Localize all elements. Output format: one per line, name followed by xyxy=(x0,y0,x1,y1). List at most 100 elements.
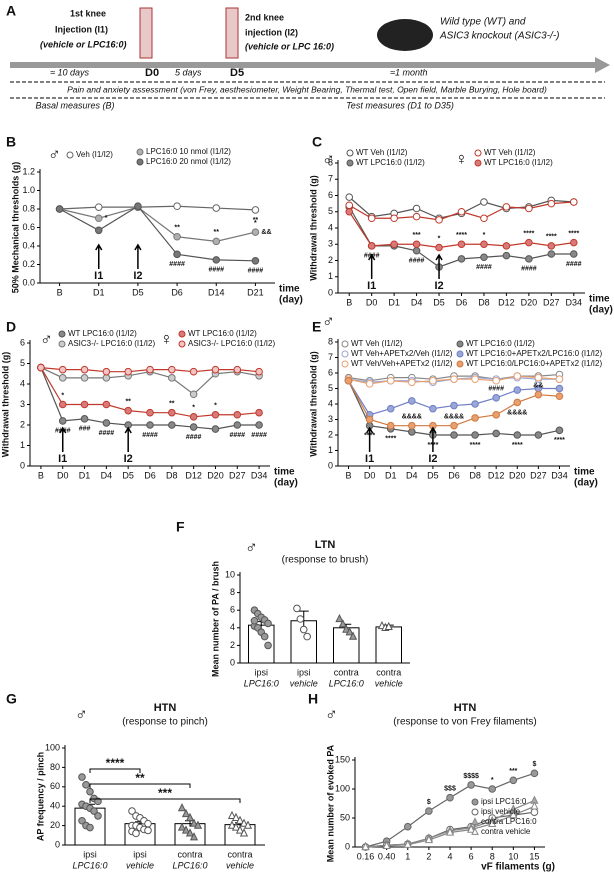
legend-label: WT Veh (I1/I2) xyxy=(356,148,408,157)
data-point xyxy=(569,198,578,206)
data-point xyxy=(513,398,522,407)
significance: * xyxy=(214,403,217,410)
data-point xyxy=(212,256,221,264)
data-point xyxy=(144,819,152,828)
series-line xyxy=(59,206,256,242)
data-point xyxy=(293,604,301,613)
data-point xyxy=(435,216,443,224)
injection-arrow xyxy=(95,243,103,269)
x-axis-label: (day) xyxy=(274,478,298,489)
data-point xyxy=(382,840,391,849)
data-point xyxy=(235,815,245,824)
injection-label: I2 xyxy=(124,453,133,465)
significance: #### xyxy=(476,264,492,271)
x-tick-label: D4 xyxy=(411,297,423,307)
data-point xyxy=(513,431,522,439)
data-point xyxy=(251,206,260,214)
significance: #### xyxy=(142,432,158,439)
significance: **** xyxy=(523,230,534,237)
x-tick-label: D12 xyxy=(488,470,505,480)
period: ≈ 10 days xyxy=(50,67,89,77)
x-tick-label: 2 xyxy=(426,851,431,861)
data-point xyxy=(185,828,195,837)
y-tick-label: 0 xyxy=(20,460,25,470)
injection-arrow xyxy=(124,426,132,452)
injection-text: 1st knee xyxy=(70,8,106,18)
significance: &&&& xyxy=(402,414,422,421)
data-point xyxy=(492,376,500,385)
data-point xyxy=(80,400,89,409)
data-point xyxy=(181,825,191,834)
data-point xyxy=(189,390,198,399)
significance: $ xyxy=(427,799,431,806)
data-point xyxy=(264,619,272,628)
test: Test measures (D1 to D35) xyxy=(346,100,454,110)
significance: ** xyxy=(214,229,220,236)
y-tick-label: 150 xyxy=(335,754,350,764)
significance: #### xyxy=(99,430,115,437)
data-point xyxy=(211,365,220,374)
data-point xyxy=(144,826,152,835)
x-tick-label: D1 xyxy=(388,297,400,307)
significance: **** xyxy=(546,234,557,241)
data-point xyxy=(233,410,242,419)
data-point xyxy=(480,214,488,223)
injection-arrow xyxy=(429,426,437,452)
data-point xyxy=(530,769,539,778)
y-tick-label: 3 xyxy=(20,399,25,409)
data-point xyxy=(80,415,89,423)
chart-subtitle: (response to von Frey filaments) xyxy=(393,717,536,728)
y-tick-label: 100 xyxy=(45,742,60,752)
data-point xyxy=(547,242,556,250)
significance: **** xyxy=(554,437,565,444)
syringe xyxy=(225,7,239,59)
data-point xyxy=(547,199,556,208)
data-point xyxy=(86,823,94,832)
legend-marker xyxy=(456,340,464,348)
data-point xyxy=(58,374,67,382)
data-point xyxy=(525,255,533,263)
sex-symbol: ♀ xyxy=(160,329,173,348)
data-point xyxy=(509,810,518,819)
x-tick-label: D1 xyxy=(385,470,397,480)
x-tick-label: D12 xyxy=(498,297,515,307)
data-point xyxy=(211,425,220,433)
significance: **** xyxy=(385,436,396,443)
panel-a: A 1st knee Injection (I1) (vehicle or LP… xyxy=(6,3,610,110)
y-tick-label: 2 xyxy=(20,419,25,429)
significance: #### xyxy=(566,261,582,268)
x-axis-label: (day) xyxy=(574,478,598,489)
y-tick-label: 4 xyxy=(230,622,235,632)
injection-arrow xyxy=(134,243,142,269)
significance: #### xyxy=(409,258,425,265)
x-tick-label: contra xyxy=(376,667,401,677)
x-tick-label: D34 xyxy=(251,470,268,480)
mice-text: ASIC3 knockout (ASIC3-/-) xyxy=(439,31,559,42)
x-tick-label: ipsi xyxy=(254,667,268,677)
y-axis-label: Withdrawal threshold (g) xyxy=(308,351,318,456)
data-point xyxy=(78,773,86,781)
data-point xyxy=(345,207,354,216)
significance: ** xyxy=(174,225,180,232)
legend-label: WT LPC16:0+APETx2/LPC16:0 (I1/I2) xyxy=(466,349,602,358)
x-tick-sublabel: LPC16:0 xyxy=(72,860,107,870)
data-point xyxy=(296,615,305,623)
data-point xyxy=(345,193,354,201)
x-tick-label: D21 xyxy=(247,287,264,297)
data-point xyxy=(128,807,136,815)
y-tick-label: 4 xyxy=(328,398,333,408)
x-tick-label: D34 xyxy=(551,470,568,480)
legend-marker xyxy=(474,149,482,157)
data-point xyxy=(450,375,458,384)
significance: #### xyxy=(186,434,202,441)
data-point xyxy=(173,232,181,241)
data-point xyxy=(412,204,421,213)
x-tick-label: D6 xyxy=(144,470,156,480)
y-axis-label: Withdrawal threshold (g) xyxy=(308,175,318,280)
data-point xyxy=(367,242,376,250)
significance: #### xyxy=(248,268,264,275)
data-point xyxy=(102,419,111,427)
y-tick-label: 0 xyxy=(328,287,333,297)
data-point xyxy=(227,820,237,829)
significance: * xyxy=(192,405,195,412)
